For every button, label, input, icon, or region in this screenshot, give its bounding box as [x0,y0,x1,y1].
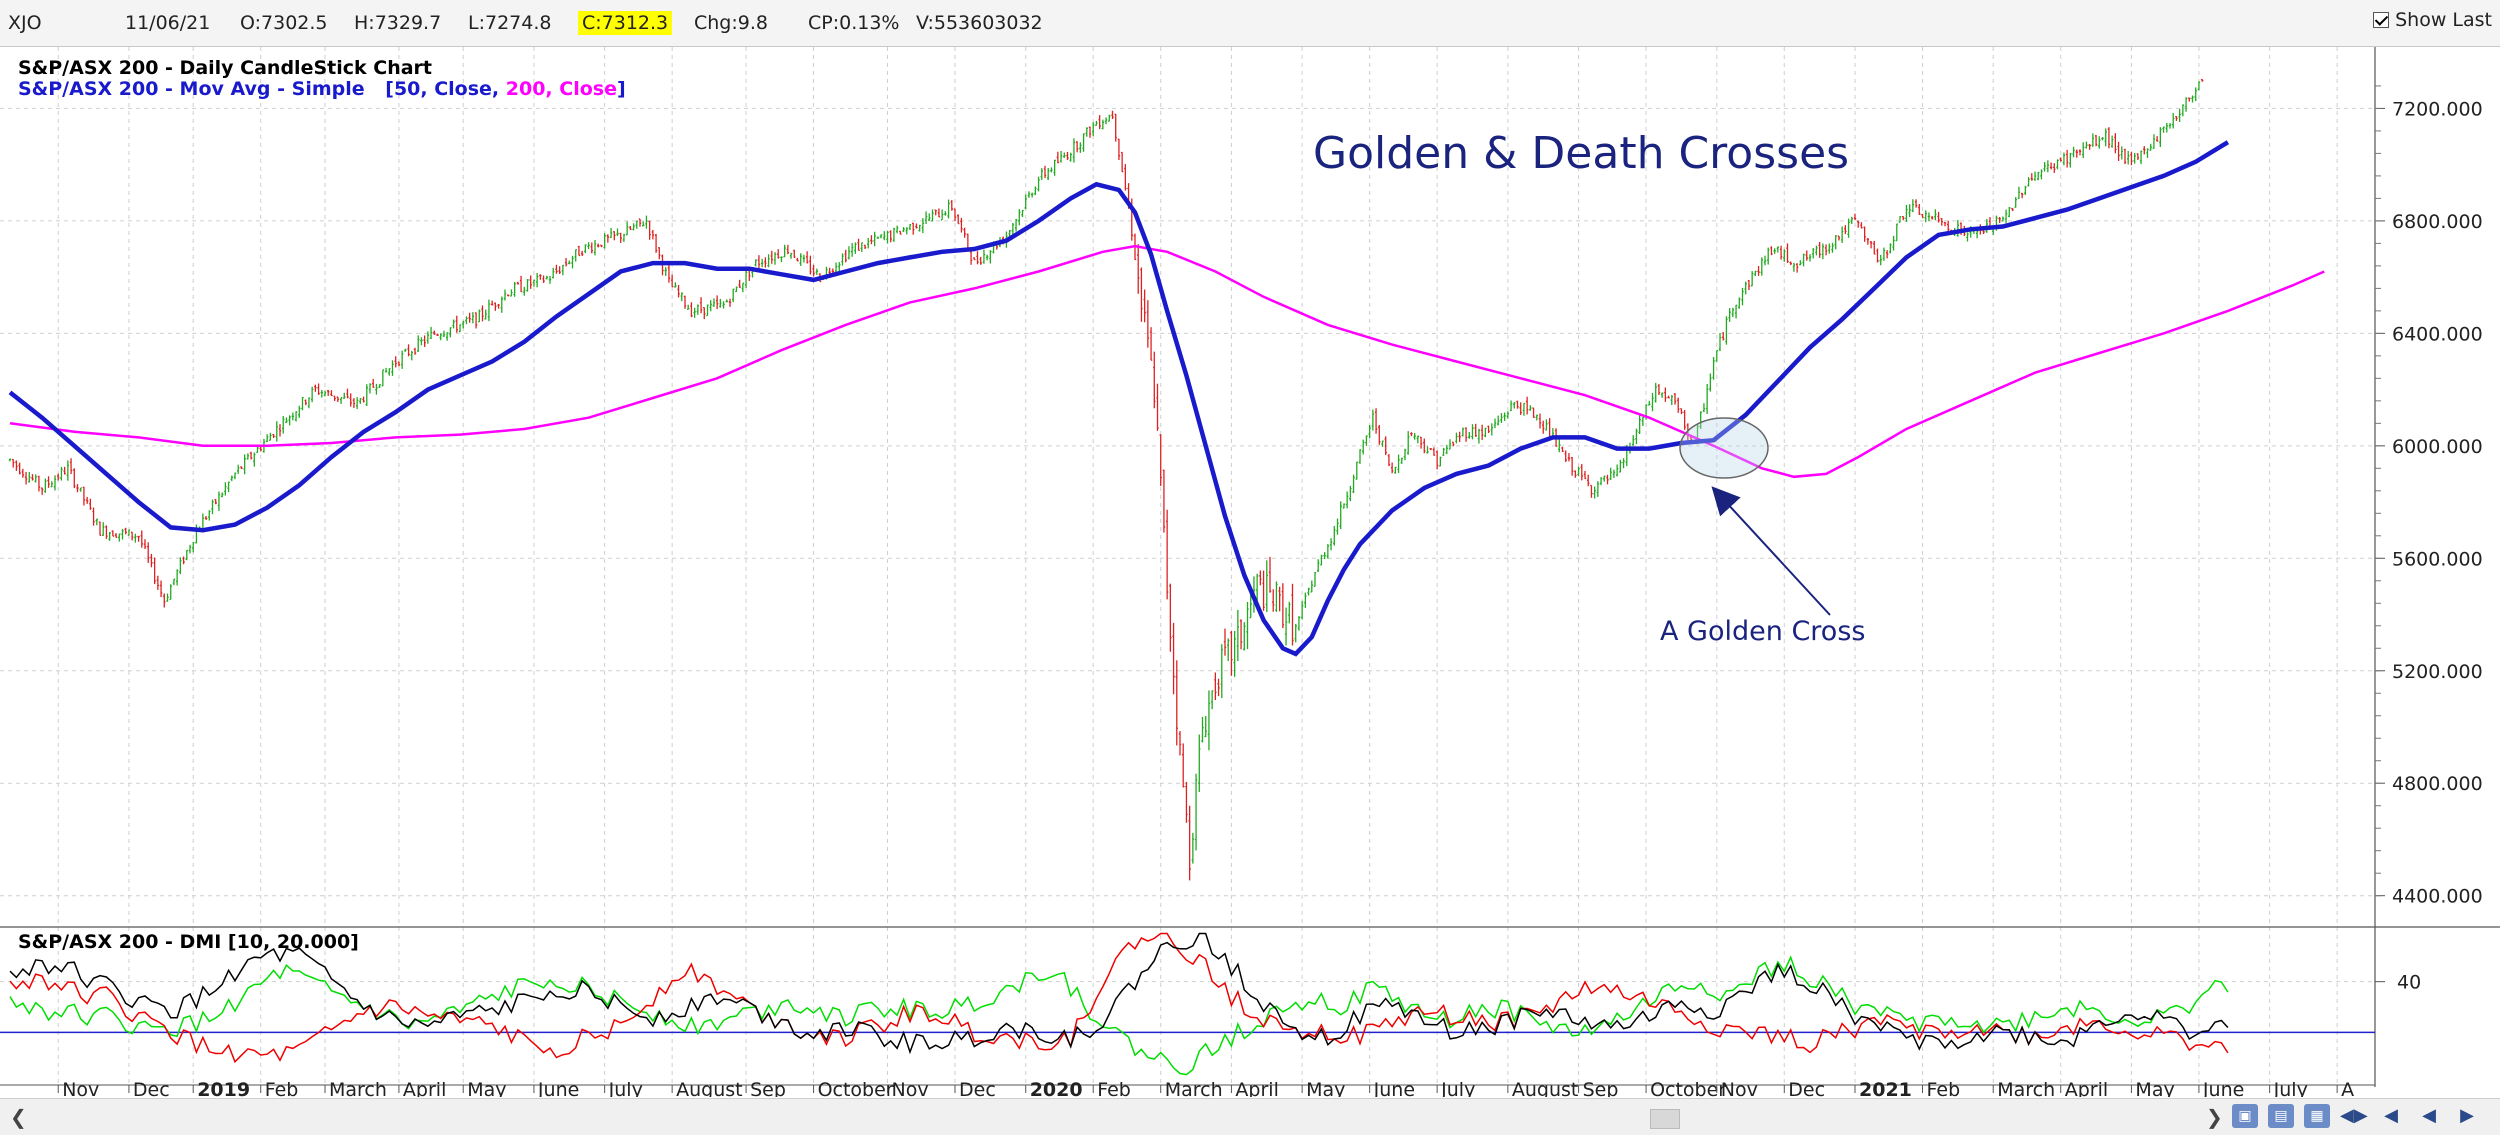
time-tick-label: Sep [750,1079,786,1097]
show-last-checkbox[interactable] [2373,12,2390,28]
time-axis-labels: Nov Dec 2019 Feb March April May June July August… [57,1079,2354,1097]
dmi-line-di [9,932,2229,1064]
time-tick-label: A [2341,1079,2354,1097]
time-tick-label: June [537,1079,579,1097]
time-tick-label: Nov [892,1079,929,1097]
show-last-label: Show Last [2395,9,2492,31]
time-tick-label: Sep [1583,1079,1619,1097]
ma-legend-open: [ [385,78,394,100]
chart-title: S&P/ASX 200 - Daily CandleStick Chart [18,57,432,79]
open-value: O:7302.5 [240,12,328,34]
ma200-line [9,244,2325,479]
time-tick-label: April [403,1079,446,1097]
ma-legend-ma200: 200, Close [506,78,617,100]
time-tick-label: July [608,1079,643,1097]
price-tick-label: 7200.000 [2392,98,2483,120]
time-tick-label: March [1997,1079,2055,1097]
lock-icon[interactable]: ▦ [2304,1104,2330,1128]
time-tick-label: Nov [1721,1079,1758,1097]
golden-cross-label: A Golden Cross [1660,616,1865,647]
time-tick-label: June [1373,1079,1415,1097]
time-tick-label: March [329,1079,387,1097]
time-tick-label: October [818,1079,894,1097]
dmi-tick-label: 40 [2397,972,2421,994]
price-tick-label: 6400.000 [2392,323,2483,345]
nav-prev-icon[interactable]: ◀ [2384,1105,2398,1126]
close-value: C:7312.3 [578,11,673,35]
ma-legend: S&P/ASX 200 - Mov Avg - Simple [50, Clos… [18,78,626,100]
price-tick-label: 5200.000 [2392,661,2483,683]
dmi-line-di [9,955,2229,1076]
time-tick-label: May [467,1079,506,1097]
time-tick-label: March [1165,1079,1223,1097]
time-tick-label: April [1235,1079,1278,1097]
chart-grid [0,47,2375,1085]
nav-end-icon[interactable]: ▶ [2460,1105,2474,1126]
price-tick-label: 4800.000 [2392,773,2483,795]
time-tick-label: Feb [1097,1079,1131,1097]
save-icon[interactable]: ▣ [2232,1104,2258,1128]
time-tick-label: August [1512,1079,1579,1097]
time-tick-label: Nov [62,1079,99,1097]
horizontal-scrollbar[interactable]: ❮ ❯ ▣ ▤ ▦ ◀▶ ◀ ◀ ▶ [0,1098,2500,1135]
chart-canvas[interactable]: 7200.000 6800.000 6400.000 6000.000 5600.000… [0,47,2500,1097]
ma-legend-ma50: 50, Close, [394,78,506,100]
change-percent-value: CP:0.13% [808,12,900,34]
dmi-axis-ticks: 40 [2375,972,2421,994]
time-tick-label: July [1440,1079,1475,1097]
ma-legend-close: ] [617,78,626,100]
date-label: 11/06/21 [125,12,211,34]
time-tick-label: August [676,1079,743,1097]
time-tick-label: Feb [1927,1079,1961,1097]
golden-cross-arrow [1711,486,1831,616]
ma-legend-prefix: S&P/ASX 200 - Mov Avg - Simple [18,78,365,100]
quote-toolbar: XJO 11/06/21 O:7302.5 H:7329.7 L:7274.8 … [0,0,2500,47]
time-tick-label: 2021 [1859,1079,1912,1097]
price-tick-label: 4400.000 [2392,886,2483,908]
dmi-title: S&P/ASX 200 - DMI [10, 20.000] [18,931,359,953]
price-tick-label: 6000.000 [2392,436,2483,458]
scroll-right-icon[interactable]: ❯ [2206,1105,2223,1129]
candlestick-series [8,78,2204,881]
show-last-toggle[interactable]: Show Last [2373,9,2492,31]
time-tick-label: June [2202,1079,2244,1097]
time-tick-label: May [2135,1079,2174,1097]
price-tick-label: 5600.000 [2392,548,2483,570]
time-tick-label: April [2065,1079,2108,1097]
time-tick-label: Dec [133,1079,170,1097]
time-tick-label: 2020 [1030,1079,1083,1097]
nav-next-icon[interactable]: ◀ [2422,1105,2436,1126]
annotation-title: Golden & Death Crosses [1313,128,1849,179]
dmi-series [0,932,2375,1076]
high-value: H:7329.7 [354,12,442,34]
ma50-line [8,140,2230,657]
print-icon[interactable]: ▤ [2268,1104,2294,1128]
time-tick-label: 2019 [197,1079,250,1097]
golden-cross-highlight [1679,417,1769,479]
scroll-left-icon[interactable]: ❮ [10,1105,27,1129]
symbol-label[interactable]: XJO [8,12,42,34]
time-tick-label: October [1650,1079,1726,1097]
zoom-icon[interactable]: ◀▶ [2340,1105,2368,1126]
low-value: L:7274.8 [468,12,552,34]
time-tick-label: Feb [265,1079,299,1097]
time-tick-label: Dec [959,1079,996,1097]
volume-value: V:553603032 [916,12,1043,34]
time-tick-label: May [1306,1079,1345,1097]
time-tick-label: July [2273,1079,2308,1097]
dmi-line-adx [9,932,2229,1055]
price-axis-ticks: 7200.000 6800.000 6400.000 6000.000 5600.000… [2375,85,2483,908]
scroll-thumb[interactable] [1650,1109,1680,1129]
time-tick-label: Dec [1788,1079,1825,1097]
price-tick-label: 6800.000 [2392,211,2483,233]
change-value: Chg:9.8 [694,12,768,34]
